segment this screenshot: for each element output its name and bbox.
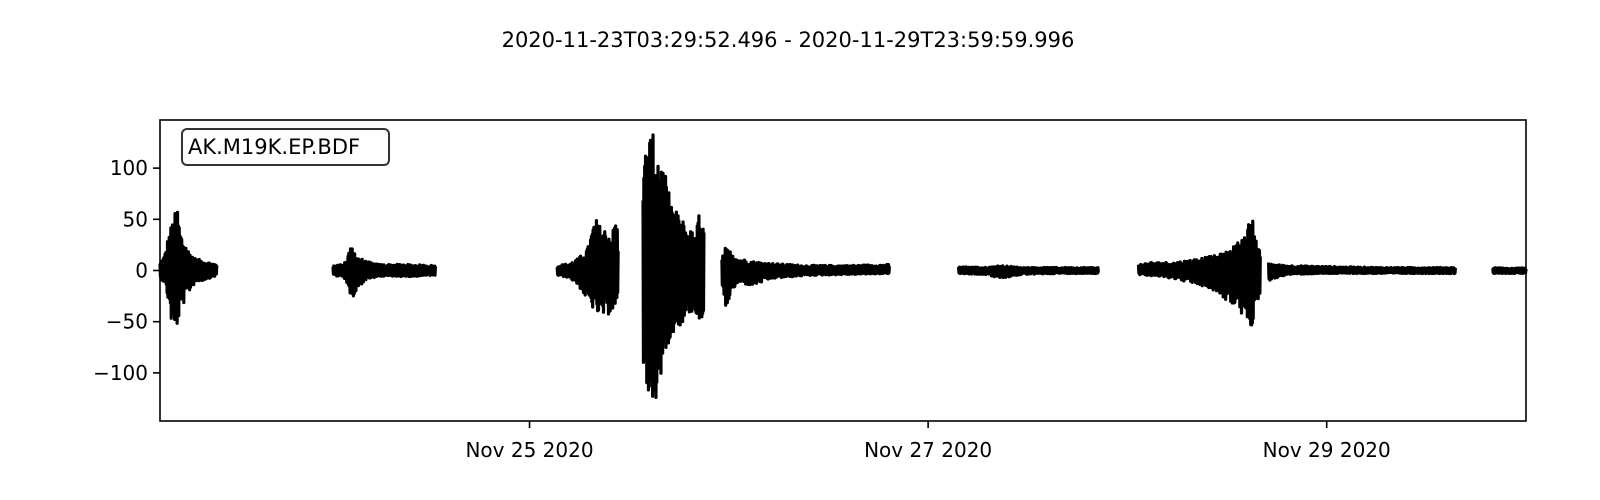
legend-label: AK.M19K.EP.BDF [188, 135, 360, 159]
y-tick-label: −100 [93, 361, 148, 385]
waveform-segment [1491, 266, 1528, 276]
waveform-segment [555, 219, 620, 316]
waveform-segment [331, 247, 438, 298]
chart-title: 2020-11-23T03:29:52.496 - 2020-11-29T23:… [502, 28, 1075, 52]
waveform-segment [641, 133, 706, 400]
x-tick-label: Nov 25 2020 [465, 438, 593, 462]
legend: AK.M19K.EP.BDF [181, 128, 390, 166]
y-tick-label: 50 [123, 207, 148, 231]
x-tick-label: Nov 29 2020 [1263, 438, 1391, 462]
waveform-segment [158, 210, 219, 325]
waveform-segment [1136, 219, 1262, 327]
y-axis: 100 50 0 −50 −100 [93, 156, 160, 385]
y-tick-label: 0 [135, 259, 148, 283]
waveform-segment [1266, 262, 1458, 282]
y-tick-label: 100 [110, 156, 148, 180]
legend-box [181, 128, 390, 166]
waveform-segment [956, 264, 1100, 280]
waveform-segment [720, 246, 891, 307]
x-tick-label: Nov 27 2020 [864, 438, 992, 462]
trace-layer [158, 133, 1528, 400]
y-tick-label: −50 [106, 310, 148, 334]
x-axis: Nov 25 2020 Nov 27 2020 Nov 29 2020 [465, 421, 1391, 462]
